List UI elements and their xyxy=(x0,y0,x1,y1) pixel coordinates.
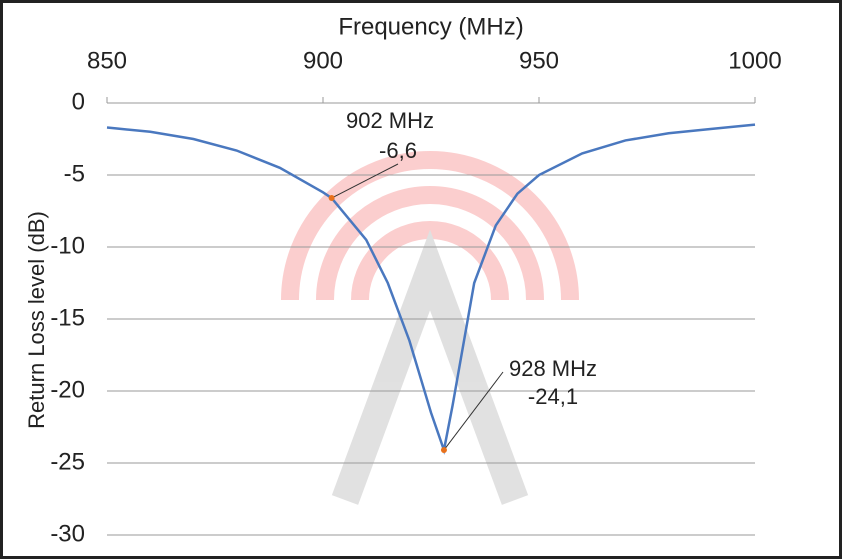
chart-title: Frequency (MHz) xyxy=(338,13,523,40)
y-tick-label: -15 xyxy=(50,304,85,331)
data-label: -6,6 xyxy=(379,138,417,163)
y-axis-label: Return Loss level (dB) xyxy=(24,211,49,429)
x-tick-label: 900 xyxy=(303,47,343,74)
data-label: -24,1 xyxy=(528,384,578,409)
chart: Frequency (MHz) Return Loss level (dB) 0… xyxy=(0,0,842,559)
x-tick-label: 850 xyxy=(87,47,127,74)
marker xyxy=(441,447,447,453)
y-tick-label: -25 xyxy=(50,448,85,475)
x-tick-label: 1000 xyxy=(728,47,781,74)
x-tick-label: 950 xyxy=(519,47,559,74)
y-tick-label: -5 xyxy=(64,160,85,187)
y-tick-label: -30 xyxy=(50,520,85,547)
y-tick-label: -20 xyxy=(50,376,85,403)
y-tick-label: -10 xyxy=(50,232,85,259)
annotation-label: 902 MHz xyxy=(346,108,434,133)
marker xyxy=(329,195,335,201)
annotation-label: 928 MHz xyxy=(509,356,597,381)
y-tick-label: 0 xyxy=(72,88,85,115)
